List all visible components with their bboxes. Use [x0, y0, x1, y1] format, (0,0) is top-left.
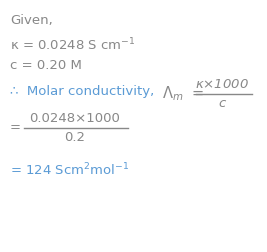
Text: Given,: Given,: [10, 14, 53, 27]
Text: 0.0248×1000: 0.0248×1000: [30, 112, 120, 125]
Text: = 124 Scm$^2$mol$^{-1}$: = 124 Scm$^2$mol$^{-1}$: [10, 162, 129, 179]
Text: $\kappa$×1000: $\kappa$×1000: [195, 78, 249, 91]
Text: ∴  Molar conductivity,: ∴ Molar conductivity,: [10, 84, 154, 98]
Text: 0.2: 0.2: [65, 131, 85, 144]
Text: c = 0.20 M: c = 0.20 M: [10, 59, 82, 72]
Text: c: c: [218, 97, 226, 110]
Text: =: =: [10, 121, 21, 135]
Text: κ = 0.0248 S cm$^{-1}$: κ = 0.0248 S cm$^{-1}$: [10, 37, 136, 54]
Text: $\Lambda_m$  =: $\Lambda_m$ =: [162, 85, 205, 103]
